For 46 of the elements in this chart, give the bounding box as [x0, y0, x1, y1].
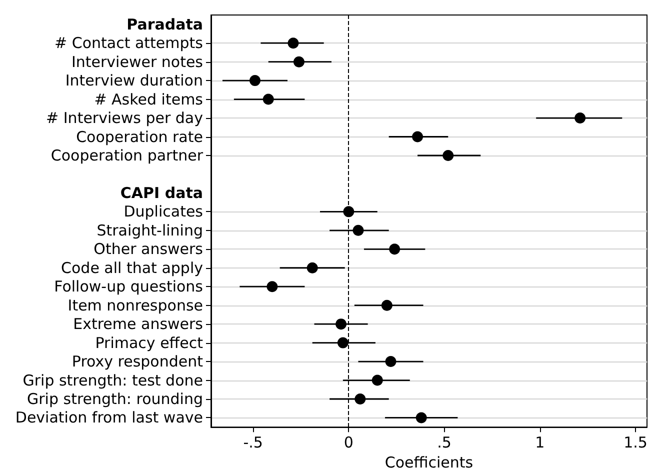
- x-tick-label: 1: [535, 434, 545, 452]
- point: [336, 318, 347, 330]
- y-tick-label: Grip strength: rounding: [27, 390, 203, 408]
- y-tick-label: CAPI data: [120, 184, 203, 202]
- y-tick-label: Item nonresponse: [68, 296, 203, 314]
- y-tick-label: Interview duration: [65, 72, 203, 90]
- y-tick-label: Duplicates: [124, 202, 204, 221]
- y-tick-label: # Asked items: [94, 90, 204, 108]
- y-tick-label: Proxy respondent: [72, 352, 204, 371]
- point: [574, 112, 586, 124]
- y-tick-label: Interviewer notes: [71, 52, 204, 71]
- point: [293, 56, 304, 68]
- point: [442, 150, 454, 161]
- x-axis-title: Coefficients: [384, 454, 474, 472]
- y-tick-label: Other answers: [94, 240, 204, 258]
- y-tick-label: Grip strength: test done: [22, 371, 203, 390]
- point: [337, 337, 348, 348]
- point: [389, 244, 400, 255]
- y-tick-label: Cooperation rate: [76, 128, 203, 146]
- point: [416, 412, 427, 424]
- y-tick-label: Extreme answers: [73, 315, 204, 334]
- x-tick-label: 0: [344, 434, 354, 452]
- y-tick-label: Primacy effect: [95, 334, 204, 352]
- y-tick-label: Follow-up questions: [54, 278, 204, 296]
- x-tick-label: .5: [437, 434, 452, 452]
- y-tick-label: Cooperation partner: [50, 146, 204, 164]
- point: [385, 356, 396, 368]
- y-tick-label: Paradata: [126, 15, 203, 34]
- point: [372, 374, 383, 386]
- point: [354, 394, 366, 404]
- point: [288, 38, 299, 49]
- point: [306, 262, 318, 274]
- point: [352, 224, 364, 236]
- point: [412, 131, 424, 142]
- point: [381, 300, 392, 311]
- x-tick-label: -.5: [243, 434, 263, 452]
- y-tick-label: Deviation from last wave: [15, 408, 203, 427]
- y-tick-label: Straight-lining: [96, 221, 203, 240]
- point: [266, 281, 278, 292]
- y-tick-label: Code all that apply: [61, 258, 204, 277]
- point: [343, 206, 354, 218]
- x-tick-label: 1.5: [624, 434, 648, 452]
- y-tick-label: # Interviews per day: [46, 109, 204, 128]
- y-tick-label: # Contact attempts: [54, 34, 204, 52]
- point: [249, 75, 260, 86]
- point: [262, 94, 274, 105]
